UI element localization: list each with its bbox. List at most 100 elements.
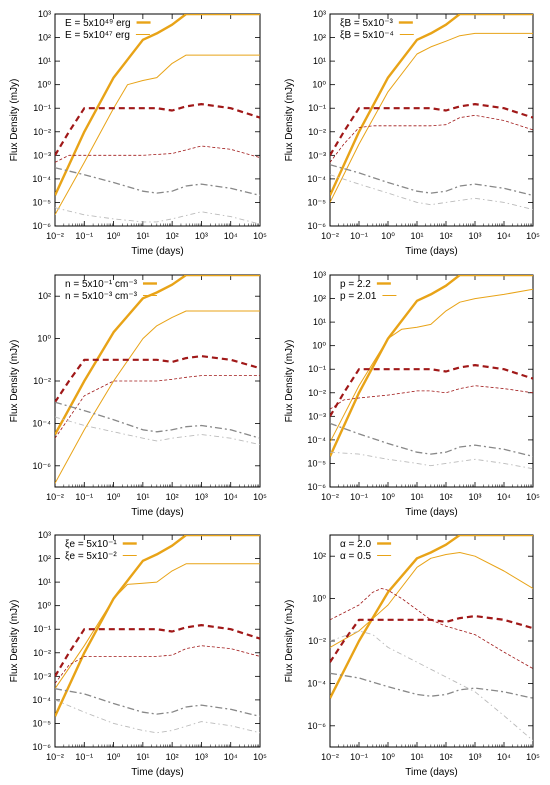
legend-entry-label: ξB = 5x10⁻³ [340,18,394,29]
x-tick-label: 10⁴ [224,752,238,762]
y-axis-label: Flux Density (mJy) [9,340,20,423]
x-tick-label: 10¹ [410,492,423,502]
legend-entry-label: n = 5x10⁻¹ cm⁻³ [65,279,138,290]
y-tick-label: 10² [313,551,326,561]
y-tick-label: 10⁻⁴ [307,678,326,688]
legend-entry-label: p = 2.2 [340,279,371,290]
x-tick-label: 10² [439,752,452,762]
y-tick-label: 10⁻⁶ [308,721,327,731]
y-tick-label: 10⁻² [33,127,51,137]
plot-frame [54,534,261,748]
x-tick-label: 10⁻² [46,752,64,762]
y-tick-label: 10⁻⁵ [308,197,327,207]
x-tick-label: 10⁵ [526,231,540,241]
x-axis-label: Time (days) [131,246,183,257]
y-axis-label: Flux Density (mJy) [9,600,20,683]
x-tick-label: 10⁻¹ [75,752,93,762]
y-tick-label: 10⁻² [308,388,326,398]
y-tick-label: 10⁻² [308,127,326,137]
series-line-6 [330,630,533,741]
x-tick-label: 10⁰ [107,231,121,241]
y-tick-label: 10⁻¹ [308,364,326,374]
y-tick-label: 10⁻⁴ [32,695,51,705]
y-tick-label: 10² [38,554,51,564]
x-tick-label: 10⁴ [497,752,511,762]
legend-entry-label: E = 5x10⁴⁹ erg [65,18,131,29]
x-tick-label: 10³ [195,231,208,241]
series-line-4 [330,588,533,669]
series-line-6 [330,451,533,470]
series-line-4 [55,145,260,163]
x-tick-label: 10³ [468,492,481,502]
x-tick-label: 10³ [468,752,481,762]
chart-panel-1: 10⁻² 10⁻¹ 10⁰ 10¹ 10² 10³ 10⁴ 10⁵ 10⁻⁶ 10⁻⁵ 10⁻⁴ 10… [9,9,267,257]
x-tick-label: 10⁵ [526,492,540,502]
x-axis-label: Time (days) [131,767,183,778]
y-tick-label: 10³ [38,530,51,540]
x-axis-label: Time (days) [405,767,457,778]
x-tick-label: 10⁵ [253,231,267,241]
series-line-3 [55,355,260,403]
series-line-6 [55,699,260,734]
y-tick-label: 10⁻¹ [308,103,326,113]
y-tick-label: 10⁻⁴ [307,435,326,445]
y-tick-label: 10¹ [313,56,326,66]
series-line-5 [330,672,533,699]
series-line-1 [330,535,533,699]
series-line-4 [55,375,260,439]
y-tick-label: 10⁻¹ [33,103,51,113]
x-tick-label: 10⁵ [253,492,267,502]
series-line-2 [55,310,260,484]
y-axis-label: Flux Density (mJy) [284,79,295,162]
x-tick-label: 10² [439,492,452,502]
x-tick-label: 10³ [468,231,481,241]
x-axis-label: Time (days) [405,246,457,257]
y-tick-label: 10⁰ [37,80,51,90]
y-tick-label: 10³ [313,9,326,19]
y-tick-label: 10⁻⁴ [32,418,51,428]
y-tick-label: 10⁰ [312,594,326,604]
y-tick-label: 10² [38,291,51,301]
series-line-6 [55,207,260,225]
x-tick-label: 10¹ [410,752,423,762]
y-tick-label: 10⁻⁵ [308,458,327,468]
y-tick-label: 10² [313,294,326,304]
series-line-5 [330,422,533,458]
y-tick-label: 10⁰ [312,341,326,351]
y-tick-label: 10⁻² [33,648,51,658]
chart-panel-2: 10⁻² 10⁻¹ 10⁰ 10¹ 10² 10³ 10⁴ 10⁵ 10⁻⁶ 10⁻⁵ 10⁻⁴ 10… [284,9,540,257]
x-tick-label: 10⁴ [224,231,238,241]
series-line-2 [330,32,533,203]
legend-entry-label: α = 2.0 [340,539,372,550]
plot-frame [329,534,534,748]
x-tick-label: 10² [439,231,452,241]
plot-frame [329,13,534,227]
x-tick-label: 10¹ [136,492,149,502]
series-line-6 [330,174,533,210]
series-line-3 [55,623,260,677]
legend-entry-label: ξe = 5x10⁻¹ [65,539,117,550]
x-tick-label: 10⁰ [107,492,121,502]
y-tick-label: 10³ [38,9,51,19]
x-tick-label: 10⁻² [46,231,64,241]
chart-panel-6: 10⁻² 10⁻¹ 10⁰ 10¹ 10² 10³ 10⁴ 10⁵ 10⁻⁶ 10⁻⁴ 10⁻² 10… [284,534,540,778]
x-tick-label: 10⁻¹ [350,492,368,502]
series-line-2 [330,552,533,648]
legend-entry-label: E = 5x10⁴⁷ erg [65,30,130,41]
y-tick-label: 10⁻⁶ [33,461,52,471]
series-line-4 [330,385,533,410]
x-axis-label: Time (days) [131,507,183,518]
x-tick-label: 10⁰ [381,492,395,502]
legend-entry-label: n = 5x10⁻³ cm⁻³ [65,291,138,302]
series-line-3 [330,614,533,663]
chart-panel-3: 10⁻² 10⁻¹ 10⁰ 10¹ 10² 10³ 10⁴ 10⁵ 10⁻⁶ 10⁻⁴ 10⁻² 10… [9,274,267,518]
y-tick-label: 10⁻³ [33,671,51,681]
series-line-1 [330,275,533,457]
x-tick-label: 10⁻¹ [350,231,368,241]
y-tick-label: 10⁰ [37,601,51,611]
y-axis-label: Flux Density (mJy) [284,600,295,683]
legend-entry-label: ξB = 5x10⁻⁴ [340,30,394,41]
x-tick-label: 10⁻² [46,492,64,502]
chart-panel-4: 10⁻² 10⁻¹ 10⁰ 10¹ 10² 10³ 10⁴ 10⁵ 10⁻⁶ 10⁻⁵ 10⁻⁴ 10… [284,270,540,518]
